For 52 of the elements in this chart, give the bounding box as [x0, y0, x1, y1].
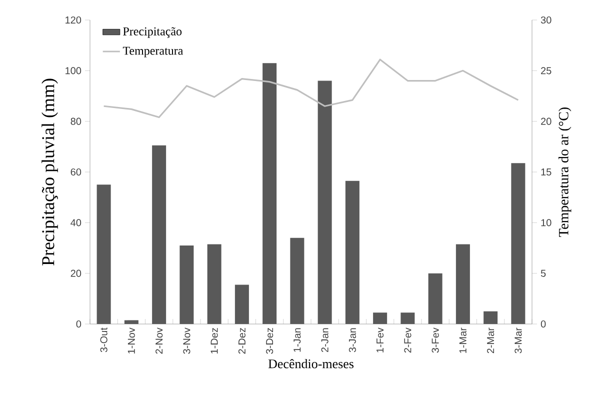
x-tick-label: 2-Dez	[238, 328, 246, 354]
bar	[290, 238, 304, 324]
x-tick-label: 3-Dez	[266, 328, 274, 354]
bar	[124, 320, 138, 324]
y-tick-label: 60	[70, 168, 82, 176]
bar	[207, 244, 222, 324]
y-axis-title: Precipitação pluvial (mm)	[42, 78, 58, 266]
x-tick-label: 1-Dez	[210, 328, 218, 354]
y-tick-label: 40	[70, 219, 82, 226]
y2-tick-label: 25	[541, 67, 552, 74]
y2-axis-title: Temperatura do ar (°C)	[558, 108, 572, 237]
x-tick-label: 2-Mar	[487, 328, 494, 354]
x-tick-label: 3-Mar	[514, 328, 522, 354]
y2-tick-label: 10	[541, 219, 552, 226]
x-tick-label: 1-Jan	[294, 328, 301, 352]
legend-label: Temperatura	[122, 46, 184, 58]
bar	[484, 311, 498, 324]
bar	[180, 245, 194, 324]
legend-label: Precipitação	[123, 27, 182, 38]
x-tick-label: 1-Mar	[459, 328, 466, 353]
y-tick-label: 120	[66, 16, 82, 24]
x-tick-label: 1-Fev	[376, 328, 384, 352]
bar	[318, 80, 332, 324]
x-tick-label: 2-Nov	[156, 328, 163, 354]
y2-tick-label: 0	[540, 320, 546, 328]
x-tick-label: 3-Nov	[183, 328, 190, 354]
y-tick-label: 80	[70, 118, 82, 125]
x-tick-label: 3-Fev	[432, 328, 439, 353]
bar	[428, 273, 442, 324]
bar	[511, 163, 526, 324]
bar	[152, 145, 166, 324]
bar	[262, 63, 277, 324]
y2-tick-label: 20	[541, 118, 552, 125]
line-series	[103, 58, 519, 118]
x-axis-title: Decêndio-meses	[268, 359, 354, 368]
y2-tick-label: 15	[541, 168, 552, 176]
x-tick-label: 1-Nov	[128, 328, 135, 354]
y-tick-label: 100	[66, 67, 82, 74]
x-tick-label: 2-Fev	[404, 328, 412, 353]
bar	[345, 180, 360, 324]
bar	[373, 312, 388, 324]
bar	[456, 244, 470, 324]
x-tick-label: 3-Out	[100, 328, 108, 352]
bar	[96, 184, 111, 324]
y-tick-label: 20	[70, 270, 82, 277]
y2-tick-label: 30	[540, 16, 552, 24]
y-tick-label: 0	[76, 320, 82, 328]
x-tick-label: 2-Jan	[321, 328, 328, 352]
y2-tick-label: 5	[540, 270, 546, 277]
x-tick-label: 3-Jan	[348, 328, 356, 352]
bar	[234, 284, 249, 324]
bar	[400, 312, 415, 324]
